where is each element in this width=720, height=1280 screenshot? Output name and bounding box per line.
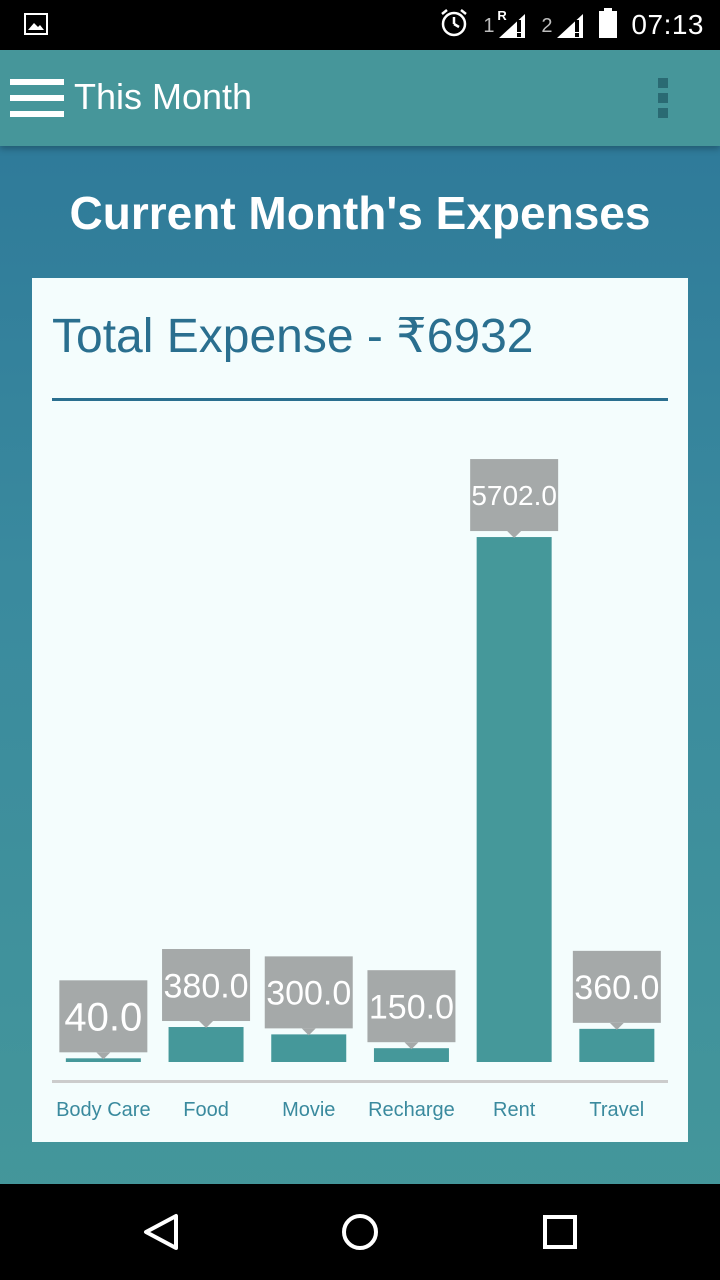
sim1-label: 1: [483, 15, 495, 37]
x-tick-label: Food: [183, 1099, 229, 1121]
data-label-pointer: [609, 1022, 624, 1030]
data-label-pointer: [96, 1052, 111, 1060]
page-title: Current Month's Expenses: [69, 187, 651, 239]
x-tick-label: Travel: [589, 1099, 644, 1121]
x-tick-label: Rent: [493, 1099, 536, 1121]
navigation-bar: [0, 1184, 720, 1280]
x-axis-line: [52, 1080, 668, 1083]
total-expense-label: Total Expense - ₹6932: [52, 310, 534, 363]
bar: [476, 537, 552, 1062]
app-bar: This Month: [0, 50, 720, 146]
data-label-box: [470, 459, 559, 532]
app-title: This Month: [74, 76, 253, 117]
data-label-box: [367, 970, 456, 1043]
bar: [168, 1027, 244, 1062]
bar: [373, 1048, 449, 1062]
data-label-box: [162, 949, 251, 1022]
data-label: 5702.0: [471, 480, 557, 511]
data-label-box: [59, 980, 148, 1053]
divider: [52, 398, 668, 401]
recents-icon[interactable]: [530, 1198, 590, 1266]
data-label: 150.0: [369, 988, 454, 1026]
bar: [579, 1028, 655, 1062]
bar: [65, 1058, 141, 1062]
data-label-pointer: [301, 1028, 316, 1036]
back-icon[interactable]: [130, 1198, 190, 1266]
expense-bar-chart: 40.0 Body Care 380.0 Food 300.0 Movie 150.0 Rec…: [32, 418, 688, 1142]
x-tick-label: Recharge: [368, 1099, 455, 1121]
data-label: 380.0: [164, 967, 249, 1005]
expense-card: Total Expense - ₹6932 40.0 Body Care 380.0…: [32, 278, 688, 1142]
data-label-pointer: [199, 1021, 214, 1029]
menu-icon[interactable]: [10, 79, 64, 117]
chart-canvas: 40.0 Body Care 380.0 Food 300.0 Movie 150.0 Rec…: [52, 459, 668, 1121]
x-tick-label: Movie: [282, 1099, 335, 1121]
alarm-icon: [439, 8, 469, 43]
image-icon: [24, 13, 48, 35]
signal-icon: 2: [541, 10, 585, 40]
status-bar: 1 R 2 07:13: [0, 0, 720, 50]
clock: 07:13: [631, 9, 704, 40]
sim2-label: 2: [541, 15, 553, 37]
home-icon[interactable]: [330, 1198, 390, 1266]
data-label-box: [264, 956, 353, 1029]
battery-icon: [599, 7, 618, 43]
x-tick-label: Body Care: [56, 1099, 151, 1121]
data-label-box: [572, 950, 661, 1023]
bar: [271, 1034, 347, 1062]
signal-icon: 1 R: [483, 8, 527, 40]
roaming-indicator: R: [497, 8, 507, 23]
data-label-pointer: [507, 531, 522, 539]
data-label: 300.0: [266, 975, 351, 1013]
overflow-menu-icon[interactable]: [652, 76, 676, 120]
data-label: 360.0: [574, 969, 659, 1007]
data-label: 40.0: [64, 996, 142, 1040]
data-label-pointer: [404, 1042, 419, 1050]
